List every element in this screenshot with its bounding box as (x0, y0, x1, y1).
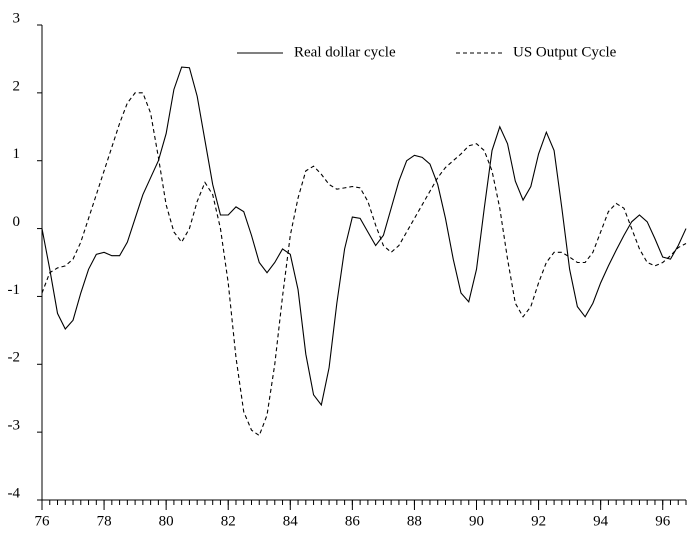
legend-label: US Output Cycle (513, 44, 617, 60)
y-tick-label: -4 (8, 485, 21, 501)
y-tick-label: 2 (13, 78, 21, 94)
series-line (41, 66, 687, 407)
x-tick-label: 84 (283, 513, 299, 529)
x-tick-label: 82 (221, 513, 236, 529)
x-tick-label: 80 (159, 513, 174, 529)
x-tick-label: 94 (593, 513, 609, 529)
x-tick-label: 76 (35, 513, 51, 529)
y-tick-label: -3 (8, 418, 21, 434)
x-tick-label: 86 (345, 513, 361, 529)
x-tick-label: 90 (469, 513, 484, 529)
x-tick-label: 92 (531, 513, 546, 529)
x-tick-label: 88 (407, 513, 422, 529)
series-line (41, 92, 687, 437)
y-tick-label: 1 (13, 146, 21, 162)
y-tick-label: 3 (13, 10, 21, 26)
x-tick-label: 96 (655, 513, 671, 529)
y-tick-label: -1 (8, 282, 21, 298)
y-tick-label: 0 (13, 214, 21, 230)
legend-label: Real dollar cycle (294, 44, 396, 60)
x-tick-label: 78 (97, 513, 112, 529)
y-tick-label: -2 (8, 350, 21, 366)
